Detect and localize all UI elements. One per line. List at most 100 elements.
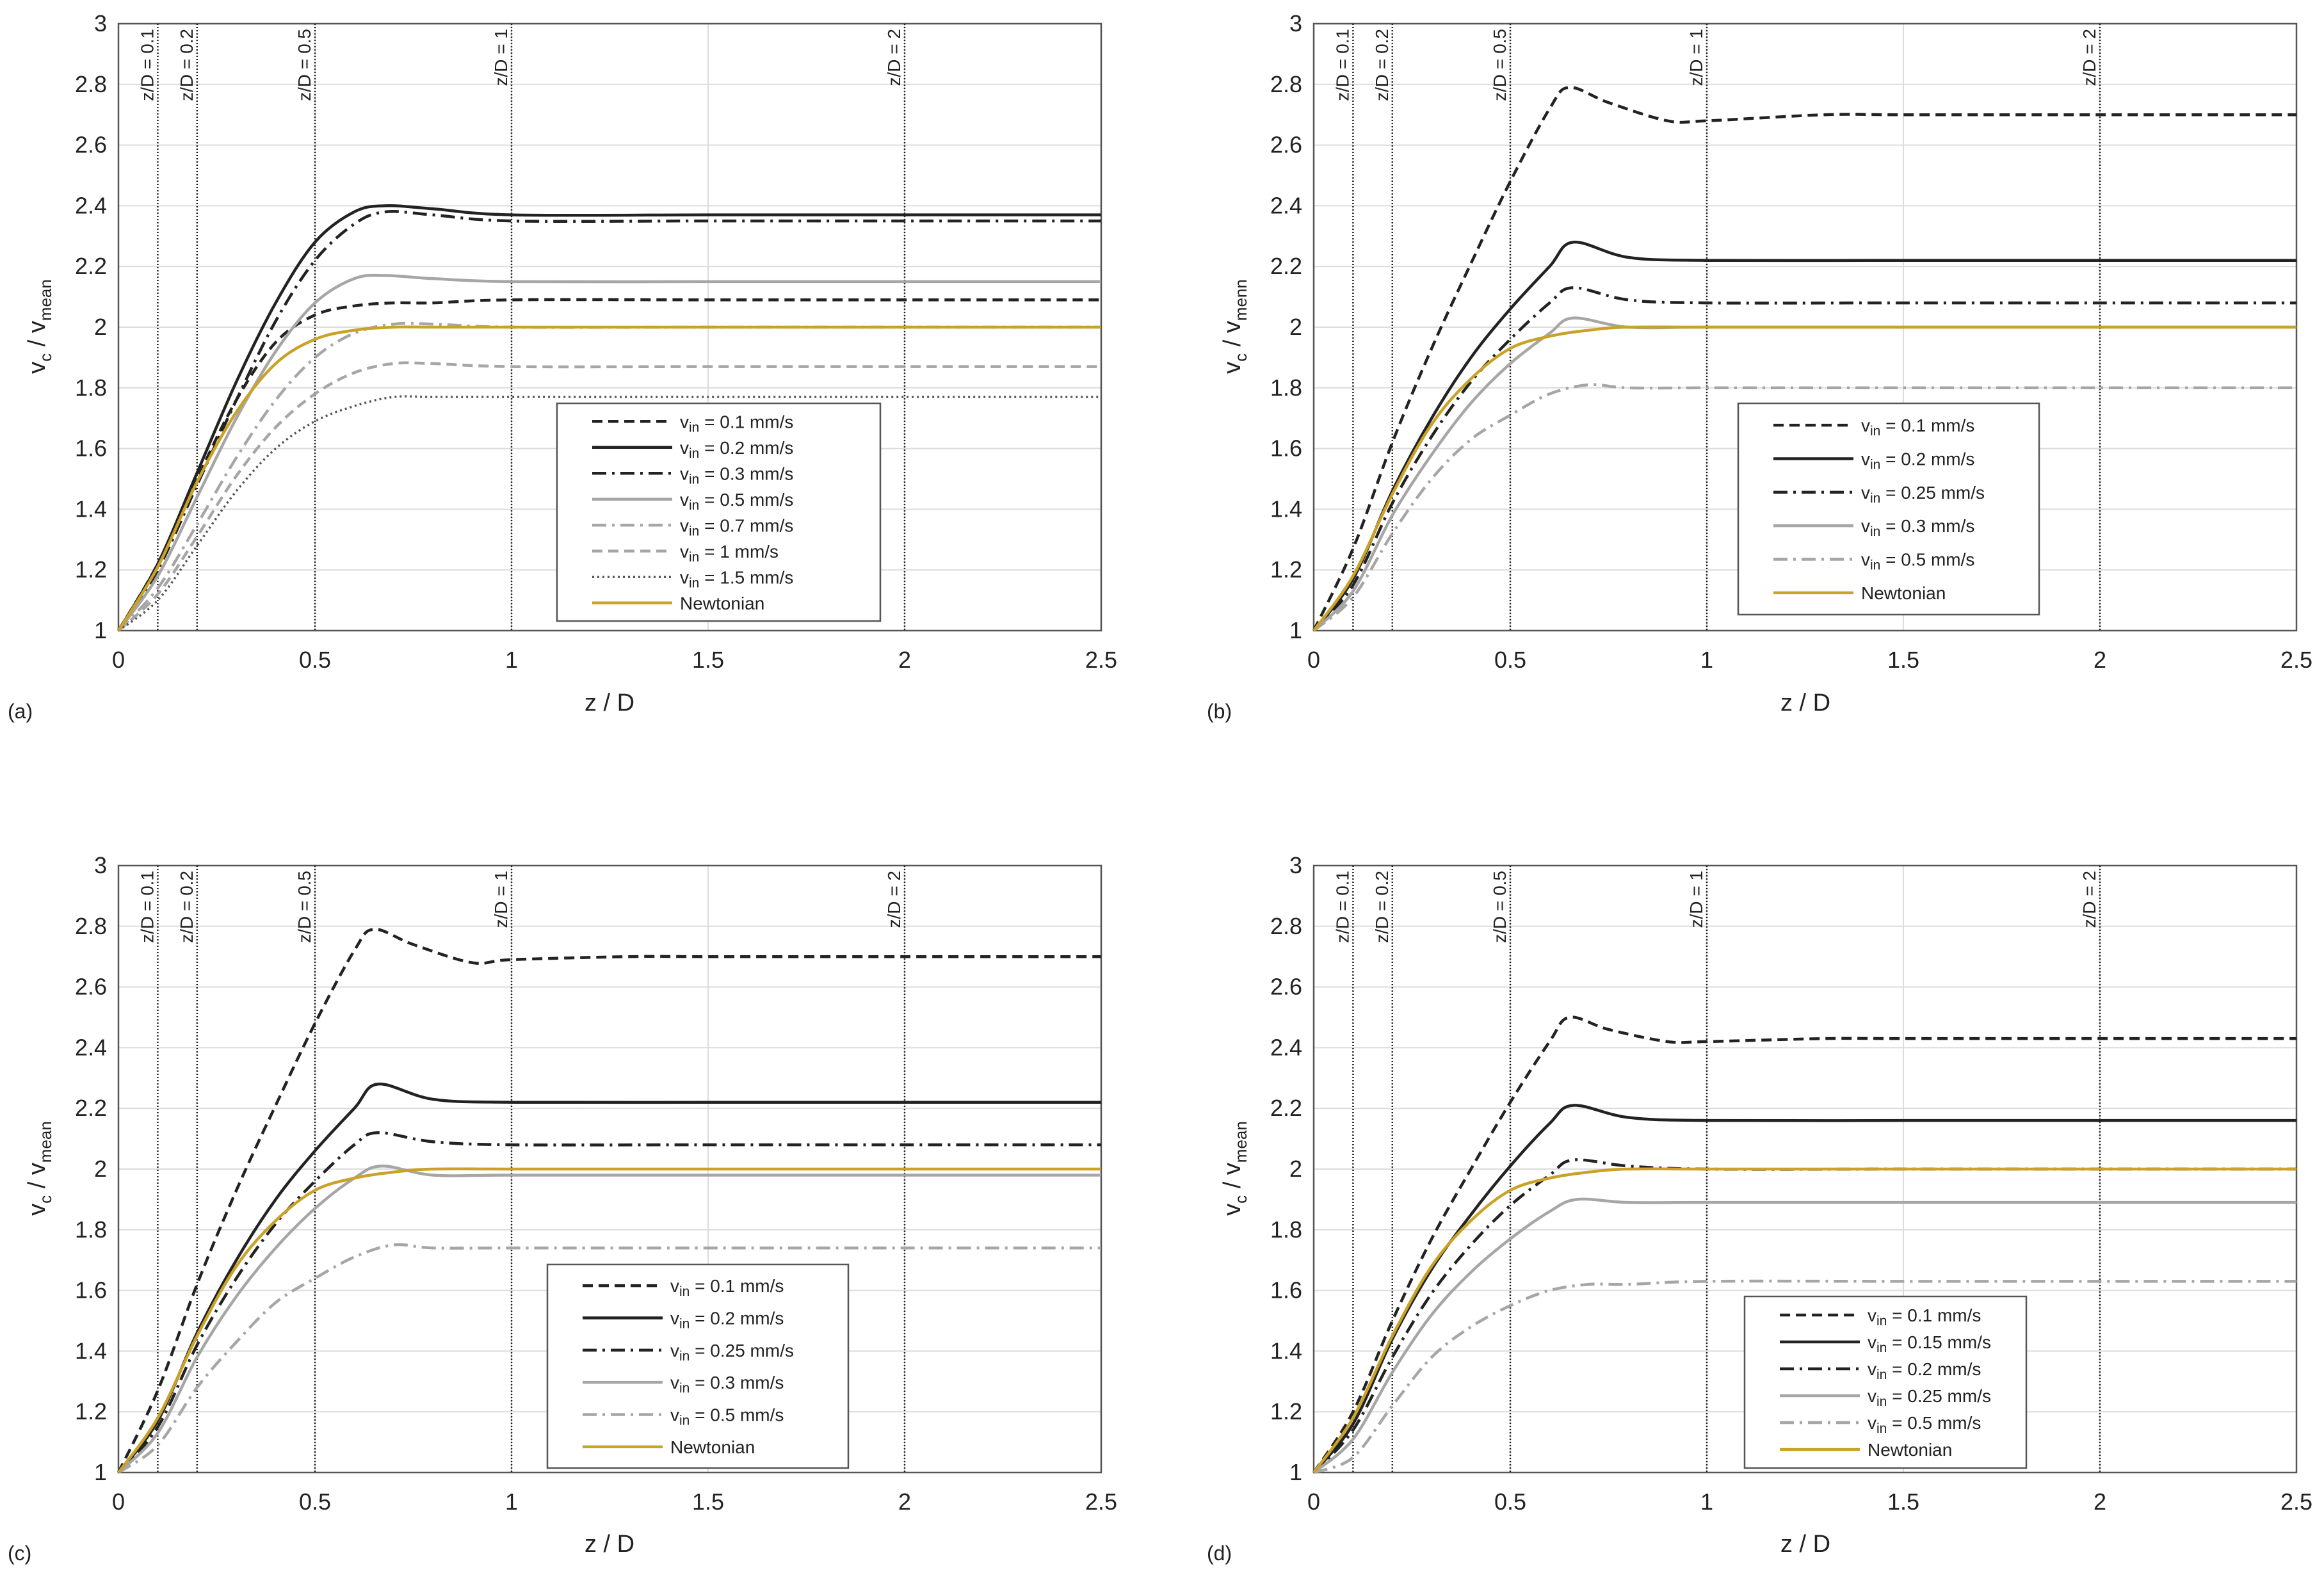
legend-entry-sub: in bbox=[689, 550, 699, 565]
legend-entry-sub: in bbox=[1876, 1341, 1887, 1355]
legend-entry-sub: in bbox=[1876, 1314, 1887, 1328]
x-tick-label: 1.5 bbox=[692, 647, 724, 673]
y-tick-label: 1.4 bbox=[75, 496, 107, 522]
legend-entry-rest: = 0.5 mm/s bbox=[690, 1405, 784, 1425]
y-tick-label: 1 bbox=[94, 617, 107, 643]
legend-entry-rest: = 0.7 mm/s bbox=[699, 515, 793, 535]
y-tick-label: 2.6 bbox=[75, 974, 107, 1000]
legend-entry-rest: = 0.15 mm/s bbox=[1887, 1332, 1991, 1352]
x-tick-label: 1.5 bbox=[1887, 647, 1919, 673]
x-tick-label: 1.5 bbox=[692, 1489, 724, 1515]
legend-entry-sub: in bbox=[1870, 524, 1880, 539]
panel-label: (d) bbox=[1207, 1542, 1232, 1565]
series-line-4 bbox=[117, 1165, 1101, 1474]
series-line-6 bbox=[117, 1167, 1101, 1474]
legend-entry-lead: Newtonian bbox=[680, 593, 764, 613]
y-axis-title: vc / vmean bbox=[24, 279, 55, 374]
legend-entry-sub: in bbox=[689, 498, 699, 513]
legend-entry-sub: in bbox=[679, 1381, 690, 1396]
chart-panel-1: z/D = 0.1 z/D = 0.2 z/D = 0.5 z/D = 1 z/D = … bbox=[8, 10, 1117, 723]
reference-line-label: z/D = 1 bbox=[491, 871, 511, 928]
y-tick-label: 2.2 bbox=[75, 253, 107, 279]
legend-entry-rest: = 0.25 mm/s bbox=[1887, 1386, 1991, 1406]
series-line-6 bbox=[117, 361, 1101, 632]
legend-entry-sub: in bbox=[689, 472, 699, 487]
legend-entry-lead: v bbox=[680, 464, 689, 483]
legend-entry-sub: in bbox=[679, 1349, 690, 1364]
legend-entry: vin = 0.25 mm/s bbox=[1861, 483, 1985, 506]
x-tick-label: 0 bbox=[1307, 647, 1320, 673]
reference-line-label: z/D = 0.1 bbox=[1332, 29, 1352, 101]
legend-entry-lead: v bbox=[670, 1309, 679, 1328]
y-tick-label: 2.8 bbox=[75, 913, 107, 939]
panel-label: (c) bbox=[8, 1542, 31, 1565]
y-tick-label: 2.8 bbox=[1270, 71, 1302, 97]
legend-entry: vin = 0.5 mm/s bbox=[670, 1405, 784, 1428]
y-axis-title: vc / vmenn bbox=[1219, 279, 1250, 374]
y-tick-label: 2.8 bbox=[75, 71, 107, 97]
y-tick-label: 2.8 bbox=[1270, 913, 1302, 939]
legend-entry: vin = 0.1 mm/s bbox=[670, 1276, 784, 1299]
series-line-1 bbox=[117, 298, 1101, 632]
legend-entry: vin = 1 mm/s bbox=[680, 542, 779, 565]
y-axis-title-main: v bbox=[1219, 362, 1246, 374]
y-tick-label: 1.4 bbox=[75, 1337, 107, 1364]
legend-entry: vin = 0.2 mm/s bbox=[670, 1309, 784, 1332]
series-line-5 bbox=[117, 1243, 1101, 1474]
legend-entry-lead: v bbox=[670, 1341, 679, 1360]
series-line-1 bbox=[1312, 1015, 2296, 1474]
series-line-3 bbox=[117, 1131, 1101, 1474]
x-tick-label: 1 bbox=[505, 1489, 518, 1515]
y-tick-label: 3 bbox=[94, 10, 107, 36]
y-tick-label: 2 bbox=[1289, 314, 1302, 340]
y-axis-title-sep: / v bbox=[24, 321, 51, 353]
legend-entry: vin = 0.25 mm/s bbox=[1868, 1386, 1991, 1409]
x-tick-label: 0.5 bbox=[299, 1489, 331, 1515]
legend-entry: vin = 1.5 mm/s bbox=[680, 567, 793, 590]
y-axis-title-sep: / v bbox=[24, 1163, 51, 1195]
y-axis-title: vc / vmean bbox=[1219, 1121, 1250, 1216]
y-tick-label: 1.6 bbox=[75, 1277, 107, 1304]
y-tick-label: 2.4 bbox=[75, 1034, 107, 1060]
chart-panel-4: z/D = 0.1 z/D = 0.2 z/D = 0.5 z/D = 1 z/D = … bbox=[1207, 852, 2312, 1565]
legend-entry-rest: = 1.5 mm/s bbox=[699, 567, 793, 587]
legend-entry-rest: = 0.5 mm/s bbox=[1887, 1413, 1981, 1433]
y-tick-label: 1.8 bbox=[75, 375, 107, 401]
y-tick-label: 1 bbox=[1289, 617, 1302, 643]
legend-entry-lead: v bbox=[1868, 1413, 1876, 1433]
y-tick-label: 1 bbox=[94, 1459, 107, 1485]
y-axis-title-main: v bbox=[1219, 1204, 1246, 1216]
y-axis-title-main: v bbox=[24, 1204, 51, 1216]
y-tick-label: 1 bbox=[1289, 1459, 1302, 1485]
y-tick-label: 1.8 bbox=[75, 1216, 107, 1243]
series-line-6 bbox=[1312, 325, 2296, 632]
legend-entry: vin = 0.15 mm/s bbox=[1868, 1332, 1991, 1355]
legend-entry: vin = 0.3 mm/s bbox=[680, 464, 793, 487]
y-tick-label: 1.2 bbox=[75, 1398, 107, 1425]
series-line-1 bbox=[1312, 86, 2296, 631]
reference-line-label: z/D = 2 bbox=[2079, 871, 2099, 928]
legend-entry: vin = 0.2 mm/s bbox=[1861, 449, 1974, 472]
y-tick-label: 1.2 bbox=[1270, 556, 1302, 583]
reference-line-label: z/D = 0.5 bbox=[1490, 29, 1510, 101]
y-tick-label: 2.2 bbox=[1270, 1095, 1302, 1121]
legend-entry-rest: = 0.25 mm/s bbox=[690, 1341, 794, 1360]
legend-entry-rest: = 0.1 mm/s bbox=[1887, 1305, 1981, 1325]
legend-entry-lead: v bbox=[1861, 483, 1870, 503]
x-tick-label: 0.5 bbox=[1494, 1489, 1526, 1515]
legend-entry-sub: in bbox=[679, 1317, 690, 1332]
legend-entry-sub: in bbox=[689, 524, 699, 538]
y-tick-label: 2 bbox=[94, 1156, 107, 1182]
legend-entry: vin = 0.2 mm/s bbox=[680, 438, 793, 461]
legend-entry: vin = 0.5 mm/s bbox=[680, 490, 793, 513]
x-tick-label: 2 bbox=[2094, 647, 2106, 673]
legend-entry-rest: = 0.2 mm/s bbox=[1887, 1359, 1981, 1379]
reference-line-label: z/D = 2 bbox=[884, 871, 904, 928]
y-tick-label: 2 bbox=[1289, 1156, 1302, 1182]
reference-line-label: z/D = 1 bbox=[491, 29, 511, 86]
x-tick-label: 2.5 bbox=[1085, 647, 1117, 673]
y-tick-label: 1.2 bbox=[1270, 1398, 1302, 1425]
